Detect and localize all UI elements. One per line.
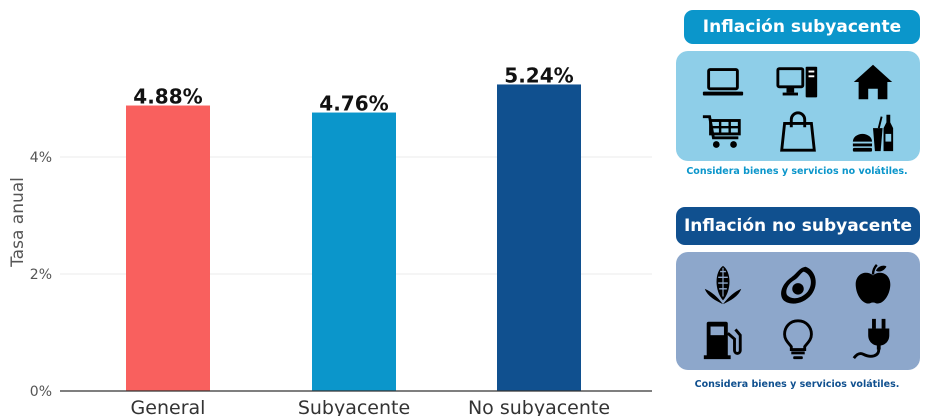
y-tick-label: 0% [30,384,52,400]
shopping-bag-icon [775,109,821,155]
caption-subyacente: Considera bienes y servicios no volátile… [686,166,908,177]
fuel-pump-icon [700,316,746,362]
corn-icon [700,262,746,308]
data-label: 5.24% [504,63,573,87]
y-tick-label: 4% [30,150,52,166]
y-axis-label: Tasa anual [8,177,28,268]
x-tick-label: No subyacente [468,397,610,416]
icon-grid-no-subyacente [686,258,910,366]
house-icon [850,60,896,106]
icon-grid-subyacente [686,58,910,156]
bar-chart: 0% 2% 4%Tasa anual 4.88% General 4.76% Subyace… [8,63,652,416]
electric-plug-icon [850,316,896,362]
y-tick-label: 2% [30,267,52,283]
desktop-computer-icon [775,60,821,106]
x-tick-label: General [131,397,206,416]
bar [126,105,210,392]
avocado-icon [775,262,821,308]
data-label: 4.88% [133,85,202,109]
light-bulb-icon [775,316,821,362]
data-label: 4.76% [319,92,388,116]
fast-food-icon [850,109,896,155]
panel-title-subyacente: Inflación subyacente [684,10,920,44]
panel-title-no-subyacente: Inflación no subyacente [676,207,920,245]
bar [497,84,581,392]
caption-no-subyacente: Considera bienes y servicios volátiles. [694,379,900,390]
apple-icon [850,262,896,308]
bar [312,112,396,391]
x-tick-label: Subyacente [298,397,410,416]
laptop-icon [700,60,746,106]
shopping-cart-icon [700,109,746,155]
